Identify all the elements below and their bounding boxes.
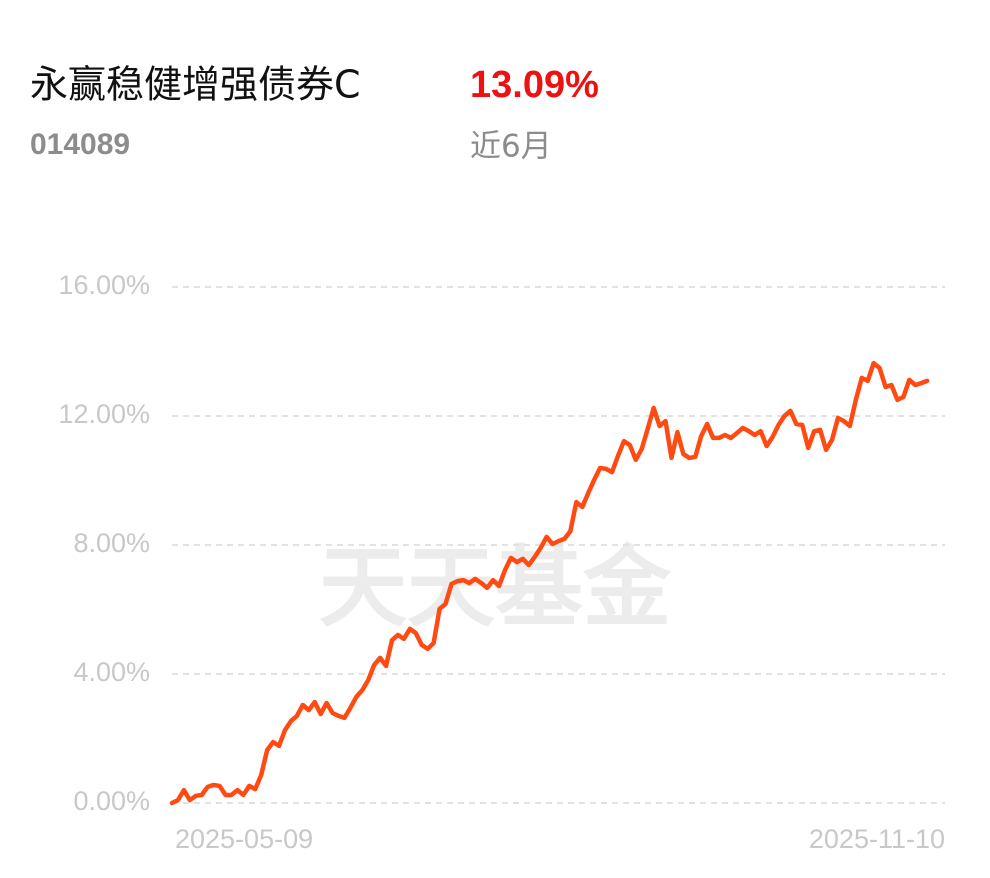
watermark: 天天基金 bbox=[319, 535, 672, 639]
x-tick-label: 2025-05-09 bbox=[175, 824, 313, 854]
y-tick-label: 12.00% bbox=[58, 399, 150, 429]
fund-title: 永赢稳健增强债券C bbox=[30, 63, 361, 107]
fund-code: 014089 bbox=[30, 128, 130, 161]
period-label: 近6月 bbox=[470, 129, 552, 165]
y-tick-label: 4.00% bbox=[73, 657, 150, 687]
y-tick-label: 0.00% bbox=[73, 786, 150, 816]
y-tick-label: 8.00% bbox=[73, 528, 150, 558]
fund-return: 13.09% bbox=[470, 64, 599, 106]
series-line bbox=[169, 360, 930, 806]
y-tick-label: 16.00% bbox=[58, 270, 150, 300]
x-tick-label: 2025-11-10 bbox=[809, 824, 945, 854]
